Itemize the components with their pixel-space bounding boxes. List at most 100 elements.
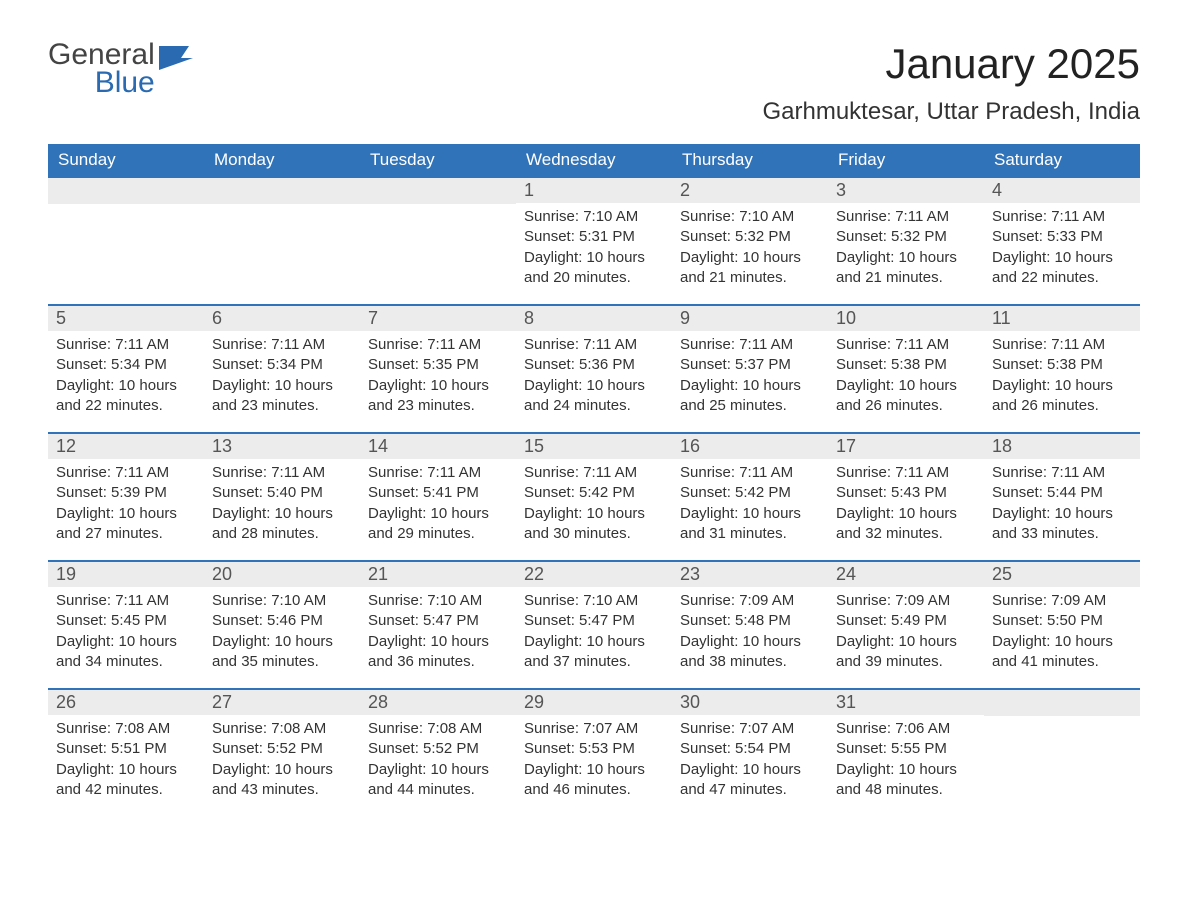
sunrise-label: Sunrise:	[524, 592, 583, 609]
day-number: 24	[828, 562, 984, 587]
daylight-label: Daylight:	[680, 249, 743, 266]
sunset-label: Sunset:	[680, 612, 735, 629]
day-cell: 22Sunrise: 7:10 AMSunset: 5:47 PMDayligh…	[516, 562, 672, 688]
day-cell: 24Sunrise: 7:09 AMSunset: 5:49 PMDayligh…	[828, 562, 984, 688]
sunrise-label: Sunrise:	[680, 208, 739, 225]
sunset-label: Sunset:	[992, 356, 1047, 373]
day-cell: 2Sunrise: 7:10 AMSunset: 5:32 PMDaylight…	[672, 178, 828, 304]
dow-header-cell: Saturday	[984, 144, 1140, 176]
sunset-label: Sunset:	[836, 484, 891, 501]
daylight-label: Daylight:	[992, 633, 1055, 650]
daylight-label: Daylight:	[212, 761, 275, 778]
sunset: Sunset: 5:45 PM	[56, 611, 196, 631]
day-body: Sunrise: 7:09 AMSunset: 5:49 PMDaylight:…	[828, 587, 984, 682]
sunrise: Sunrise: 7:11 AM	[212, 335, 352, 355]
sunrise-label: Sunrise:	[524, 336, 583, 353]
sunset-value: 5:46 PM	[267, 612, 323, 629]
day-number	[984, 690, 1140, 716]
daylight-label: Daylight:	[680, 505, 743, 522]
sunrise-label: Sunrise:	[836, 464, 895, 481]
sunset-label: Sunset:	[680, 356, 735, 373]
sunset-label: Sunset:	[368, 356, 423, 373]
sunrise: Sunrise: 7:11 AM	[680, 335, 820, 355]
day-body: Sunrise: 7:11 AMSunset: 5:38 PMDaylight:…	[984, 331, 1140, 426]
day-number: 25	[984, 562, 1140, 587]
sunrise-value: 7:07 AM	[739, 720, 794, 737]
daylight: Daylight: 10 hours and 35 minutes.	[212, 632, 352, 673]
daylight-label: Daylight:	[836, 377, 899, 394]
sunrise-value: 7:08 AM	[115, 720, 170, 737]
calendar: SundayMondayTuesdayWednesdayThursdayFrid…	[48, 144, 1140, 816]
sunset-value: 5:43 PM	[891, 484, 947, 501]
day-number: 30	[672, 690, 828, 715]
day-number: 1	[516, 178, 672, 203]
daylight: Daylight: 10 hours and 34 minutes.	[56, 632, 196, 673]
sunrise-value: 7:11 AM	[739, 336, 793, 353]
sunset: Sunset: 5:37 PM	[680, 355, 820, 375]
daylight: Daylight: 10 hours and 44 minutes.	[368, 760, 508, 801]
sunrise: Sunrise: 7:11 AM	[56, 591, 196, 611]
sunset-value: 5:52 PM	[423, 740, 479, 757]
day-number: 3	[828, 178, 984, 203]
daylight-label: Daylight:	[56, 505, 119, 522]
sunset-label: Sunset:	[212, 356, 267, 373]
sunrise: Sunrise: 7:11 AM	[368, 463, 508, 483]
day-cell: 29Sunrise: 7:07 AMSunset: 5:53 PMDayligh…	[516, 690, 672, 816]
day-body: Sunrise: 7:11 AMSunset: 5:41 PMDaylight:…	[360, 459, 516, 554]
sunrise: Sunrise: 7:11 AM	[524, 335, 664, 355]
day-number: 13	[204, 434, 360, 459]
daylight: Daylight: 10 hours and 21 minutes.	[836, 248, 976, 289]
sunrise-label: Sunrise:	[836, 592, 895, 609]
daylight-label: Daylight:	[212, 633, 275, 650]
day-number: 27	[204, 690, 360, 715]
sunset: Sunset: 5:34 PM	[212, 355, 352, 375]
sunset-label: Sunset:	[56, 484, 111, 501]
sunrise-label: Sunrise:	[524, 464, 583, 481]
sunrise: Sunrise: 7:11 AM	[212, 463, 352, 483]
daylight-label: Daylight:	[680, 761, 743, 778]
sunset-label: Sunset:	[368, 612, 423, 629]
sunrise-label: Sunrise:	[992, 464, 1051, 481]
daylight: Daylight: 10 hours and 30 minutes.	[524, 504, 664, 545]
sunrise-value: 7:06 AM	[895, 720, 950, 737]
sunset-label: Sunset:	[836, 740, 891, 757]
sunset-value: 5:53 PM	[579, 740, 635, 757]
daylight-label: Daylight:	[524, 249, 587, 266]
day-body: Sunrise: 7:11 AMSunset: 5:42 PMDaylight:…	[672, 459, 828, 554]
sunrise-value: 7:08 AM	[427, 720, 482, 737]
sunrise-label: Sunrise:	[212, 592, 271, 609]
day-number: 29	[516, 690, 672, 715]
sunrise-value: 7:11 AM	[895, 336, 949, 353]
daylight: Daylight: 10 hours and 26 minutes.	[992, 376, 1132, 417]
daylight: Daylight: 10 hours and 43 minutes.	[212, 760, 352, 801]
day-body: Sunrise: 7:09 AMSunset: 5:50 PMDaylight:…	[984, 587, 1140, 682]
sunset-label: Sunset:	[368, 484, 423, 501]
sunrise: Sunrise: 7:06 AM	[836, 719, 976, 739]
sunset-label: Sunset:	[992, 612, 1047, 629]
day-cell	[360, 178, 516, 304]
title-block: January 2025 Garhmuktesar, Uttar Pradesh…	[762, 40, 1140, 126]
sunset-value: 5:47 PM	[423, 612, 479, 629]
sunset-value: 5:34 PM	[111, 356, 167, 373]
logo-text-blue: Blue	[48, 68, 155, 98]
sunset-label: Sunset:	[836, 356, 891, 373]
day-number: 5	[48, 306, 204, 331]
daylight-label: Daylight:	[56, 633, 119, 650]
day-cell: 3Sunrise: 7:11 AMSunset: 5:32 PMDaylight…	[828, 178, 984, 304]
header: General Blue January 2025 Garhmuktesar, …	[48, 40, 1140, 126]
sunset: Sunset: 5:38 PM	[836, 355, 976, 375]
daylight: Daylight: 10 hours and 33 minutes.	[992, 504, 1132, 545]
sunrise: Sunrise: 7:11 AM	[56, 463, 196, 483]
sunrise-label: Sunrise:	[992, 592, 1051, 609]
sunrise: Sunrise: 7:08 AM	[368, 719, 508, 739]
sunrise-value: 7:11 AM	[1051, 208, 1105, 225]
week-row: 5Sunrise: 7:11 AMSunset: 5:34 PMDaylight…	[48, 304, 1140, 432]
sunset: Sunset: 5:52 PM	[212, 739, 352, 759]
sunrise-value: 7:10 AM	[583, 592, 638, 609]
sunrise-label: Sunrise:	[212, 720, 271, 737]
sunset-value: 5:31 PM	[579, 228, 635, 245]
daylight-label: Daylight:	[212, 377, 275, 394]
logo-text: General Blue	[48, 40, 155, 98]
day-cell: 7Sunrise: 7:11 AMSunset: 5:35 PMDaylight…	[360, 306, 516, 432]
sunrise-value: 7:11 AM	[895, 464, 949, 481]
